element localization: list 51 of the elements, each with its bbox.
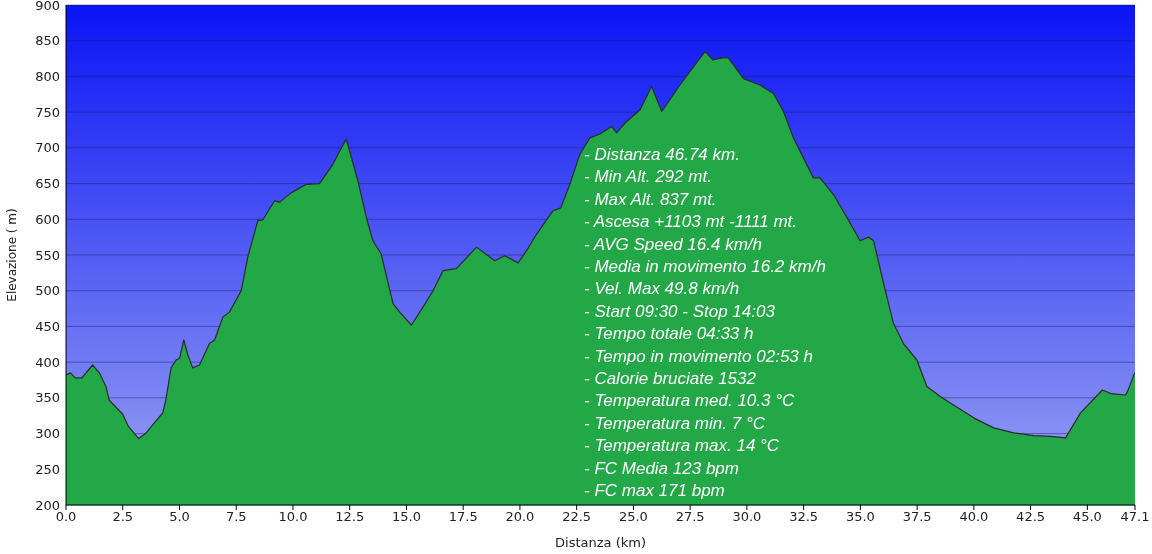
annotation: - Vel. Max 49.8 km/h	[584, 278, 741, 301]
x-tick-label: 47.1	[1120, 509, 1150, 525]
annotation: - AVG Speed 16.4 km/h	[584, 233, 763, 256]
x-tick-label: 2.5	[112, 509, 134, 525]
x-tick-label: 15.0	[391, 509, 421, 525]
annotation: - Calorie bruciate 1532	[584, 368, 757, 391]
y-tick-label: 600	[35, 211, 60, 227]
x-tick-label: 12.5	[335, 509, 365, 525]
annotation: - Ascesa +1103 mt -1111 mt.	[584, 211, 799, 234]
annotation: - FC Media 123 bpm	[584, 457, 740, 480]
x-tick-label: 17.5	[448, 509, 478, 525]
y-tick-label: 400	[35, 354, 60, 370]
x-tick-label: 45.0	[1072, 509, 1102, 525]
x-tick-label: 42.5	[1016, 509, 1046, 525]
x-tick-label: 10.0	[278, 509, 308, 525]
x-axis-title: Distanza (km)	[555, 535, 646, 550]
x-tick-label: 7.5	[225, 509, 247, 525]
y-tick-label: 550	[35, 247, 60, 263]
annotation: - Tempo totale 04:33 h	[584, 323, 755, 346]
y-tick-label: 500	[35, 283, 60, 299]
x-tick-label: 40.0	[959, 509, 989, 525]
y-tick-label: 300	[35, 426, 60, 442]
x-tick-label: 27.5	[675, 509, 705, 525]
y-tick-label: 250	[35, 461, 60, 477]
annotation: - Max Alt. 837 mt.	[584, 188, 718, 211]
annotation: - FC max 171 bpm	[584, 480, 726, 503]
x-tick-label: 20.0	[505, 509, 535, 525]
annotation: - Media in movimento 16.2 km/h	[584, 256, 826, 279]
annotation: - Distanza 46.74 km.	[584, 144, 741, 166]
y-tick-label: 800	[35, 69, 60, 85]
y-tick-label: 900	[35, 0, 60, 13]
x-tick-label: 22.5	[562, 509, 592, 525]
annotation: - Min Alt. 292 mt.	[584, 166, 713, 189]
x-tick-label: 35.0	[845, 509, 875, 525]
y-tick-label: 450	[35, 319, 60, 335]
annotation: - Tempo in movimento 02:53 h	[584, 345, 814, 368]
y-tick-label: 700	[35, 140, 60, 156]
x-tick-label: 32.5	[789, 509, 819, 525]
annotation: - Temperatura min. 7 °C	[584, 412, 766, 435]
y-tick-label: 350	[35, 390, 60, 406]
y-axis-title: Elevazione ( m)	[5, 208, 20, 302]
x-tick-label: 30.0	[732, 509, 762, 525]
x-tick-label: 25.0	[618, 509, 648, 525]
annotation: - Temperatura max. 14 °C	[584, 435, 781, 458]
x-tick-label: 5.0	[169, 509, 190, 525]
y-tick-label: 750	[35, 104, 60, 120]
y-tick-label: 850	[35, 33, 60, 49]
annotation: - Start 09:30 - Stop 14:03	[584, 300, 776, 323]
y-tick-label: 650	[35, 176, 60, 192]
annotation: - Temperatura med. 10.3 °C	[584, 390, 796, 413]
x-tick-label: 37.5	[902, 509, 932, 525]
